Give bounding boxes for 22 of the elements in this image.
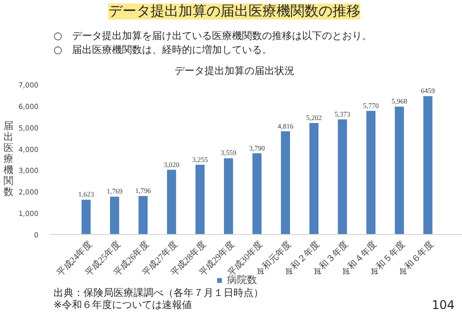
bar xyxy=(309,123,318,234)
bar xyxy=(423,96,432,234)
text: ※令和６年度については速報値 xyxy=(53,299,192,311)
bar xyxy=(82,200,91,234)
bar xyxy=(280,131,290,234)
chart-title: データ提出加算の届出医療機関数の推移 xyxy=(108,4,360,20)
bar xyxy=(110,196,120,234)
bar xyxy=(366,110,376,234)
bar xyxy=(338,119,347,234)
chart-subtitle: データ提出加算の届出状況 xyxy=(174,65,294,77)
source-note: 出典：保険局医療課調べ（各年７月１日時点） xyxy=(53,287,264,299)
legend-label: 病院数 xyxy=(227,274,257,287)
text: 104 xyxy=(432,298,455,312)
y-axis-title: 届出医療機関数 xyxy=(3,121,14,198)
bar xyxy=(394,106,404,234)
bar xyxy=(195,164,205,234)
text: ○ 届出医療機関数は、経時的に増加している。 xyxy=(53,44,272,56)
text: ○ データ提出加算を届け出ている医療機関数の推移は以下のとおり。 xyxy=(53,30,372,42)
bar xyxy=(138,196,148,234)
bar xyxy=(166,170,176,234)
bar xyxy=(252,153,262,234)
bar xyxy=(224,158,234,234)
